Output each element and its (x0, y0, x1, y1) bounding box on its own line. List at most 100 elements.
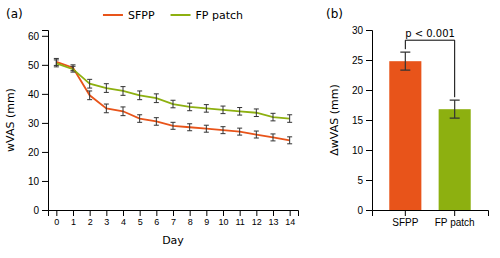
tick: 0 (33, 205, 48, 216)
error-bar (287, 137, 292, 144)
chart: 0102030405060wVAS (mm)012345678910111213… (0, 0, 500, 258)
axis-line (49, 211, 299, 217)
plot-area (389, 52, 470, 210)
axis: 01234567891011121314 (49, 210, 299, 227)
tick: 14 (285, 210, 295, 227)
error-bar (54, 60, 59, 67)
tick-mark (42, 181, 48, 182)
tick-label: 1 (71, 217, 76, 227)
tick-mark (366, 150, 372, 151)
tick-label: FP patch (435, 217, 475, 228)
tick-label: 12 (252, 217, 262, 227)
error-bar (254, 109, 259, 117)
tick-label: 3 (104, 217, 109, 227)
error-bar (271, 134, 276, 141)
error-bar (154, 118, 159, 126)
tick-mark (42, 152, 48, 153)
error-bar (87, 91, 92, 100)
error-bar (104, 84, 109, 93)
tick: 3 (104, 210, 109, 227)
significance-bracket (405, 40, 454, 97)
axis: 051015202530 (352, 25, 373, 216)
tick: 5 (138, 210, 143, 227)
tick: 60 (28, 31, 48, 42)
tick: 6 (154, 210, 159, 227)
error-bar (171, 122, 176, 129)
tick-label: 50 (28, 60, 40, 71)
tick-label: 40 (28, 89, 40, 100)
error-bar (221, 106, 226, 114)
tick: 0 (357, 205, 372, 216)
tick: 13 (268, 210, 278, 227)
tick-label: 13 (268, 217, 278, 227)
bar (389, 61, 421, 210)
error-bar (204, 125, 209, 132)
y-axis-title: ΔwVAS (mm) (328, 84, 341, 155)
error-bar (71, 66, 76, 72)
tick-label: 10 (28, 176, 40, 187)
tick-label: 0 (54, 217, 59, 227)
tick-mark (366, 60, 372, 61)
panel-label: (a) (6, 7, 23, 21)
tick: 10 (218, 210, 228, 227)
tick: 2 (88, 210, 93, 227)
error-bar (121, 107, 126, 116)
tick-label: 4 (121, 217, 126, 227)
legend-item: FP patch (171, 9, 244, 22)
error-bar (104, 104, 109, 113)
tick-mark (42, 123, 48, 124)
tick-label: 7 (171, 217, 176, 227)
error-bar (221, 127, 226, 134)
tick-label: 8 (188, 217, 193, 227)
tick-mark (73, 210, 74, 216)
error-bar (87, 79, 92, 88)
tick-label: 15 (352, 115, 364, 126)
tick: 5 (357, 175, 372, 186)
tick-label: 30 (352, 25, 364, 36)
tick-mark (173, 210, 174, 216)
tick-mark (290, 210, 291, 216)
tick: 20 (28, 147, 48, 158)
tick-label: 2 (88, 217, 93, 227)
tick-label: 5 (357, 175, 363, 186)
tick-label: 6 (154, 217, 159, 227)
tick-mark (366, 90, 372, 91)
tick: 0 (54, 210, 59, 227)
axis-line (373, 211, 489, 217)
axis-line (42, 31, 49, 211)
tick-mark (42, 210, 48, 211)
tick: 20 (352, 85, 372, 96)
tick-label: 10 (352, 145, 364, 156)
error-bar (237, 108, 242, 116)
tick-label: 60 (28, 31, 40, 42)
tick-label: 0 (357, 205, 363, 216)
tick-label: 30 (28, 118, 40, 129)
tick-mark (366, 210, 372, 211)
axis: 0 10 20 30 40 50 60 (28, 31, 49, 216)
error-bar (400, 52, 410, 70)
tick: 7 (171, 210, 176, 227)
annotation: p < 0.001 (405, 28, 455, 39)
error-bar (171, 100, 176, 108)
tick-label: 0 (33, 205, 39, 216)
tick: 30 (352, 25, 372, 36)
panel-label: (b) (326, 7, 343, 21)
tick: 11 (235, 210, 244, 227)
tick: SFPP (392, 210, 418, 228)
error-bar (271, 113, 276, 121)
tick-mark (42, 94, 48, 95)
error-bar (237, 128, 242, 135)
tick-mark (240, 210, 241, 216)
legend-swatch (171, 14, 191, 16)
legend-item: SFPP (103, 9, 155, 22)
tick-mark (256, 210, 257, 216)
tick-mark (56, 210, 57, 216)
legend-swatch (103, 14, 123, 16)
tick: 50 (28, 60, 48, 71)
series-line (56, 62, 289, 140)
error-bar (450, 100, 460, 118)
tick-mark (123, 210, 124, 216)
tick: 40 (28, 89, 48, 100)
bar (439, 109, 471, 210)
error-bar (204, 105, 209, 113)
